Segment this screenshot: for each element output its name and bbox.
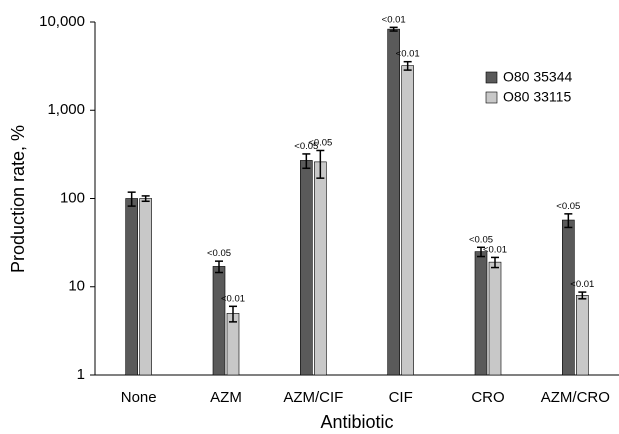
bar	[212, 266, 226, 376]
bar	[474, 251, 488, 376]
bar	[562, 219, 575, 376]
legend-swatch	[485, 91, 498, 104]
legend-label: O80 35344	[503, 69, 572, 85]
bar	[488, 261, 502, 376]
x-tick-label: CRO	[471, 389, 504, 406]
p-value-label: <0.01	[382, 14, 406, 25]
legend: O80 35344 O80 33115	[485, 69, 572, 105]
bar	[576, 295, 589, 376]
y-tick-label: 1,000	[47, 101, 85, 118]
p-value-label: <0.01	[570, 279, 594, 290]
p-value-label: <0.01	[396, 49, 420, 60]
p-value-label: <0.05	[294, 141, 318, 152]
x-tick-label: CIF	[389, 389, 413, 406]
x-tick-label: None	[121, 389, 157, 406]
legend-swatch	[485, 71, 498, 84]
p-value-label: <0.05	[207, 248, 231, 259]
bar	[125, 198, 138, 376]
p-value-label: <0.01	[221, 293, 245, 304]
bar	[300, 160, 313, 376]
legend-label: O80 33115	[503, 89, 571, 105]
y-tick-label: 100	[60, 189, 85, 206]
p-value-label: <0.05	[469, 234, 493, 245]
bar	[314, 161, 327, 376]
bar	[139, 198, 152, 376]
x-tick-label: AZM/CIF	[283, 389, 343, 406]
p-value-label: <0.01	[483, 244, 507, 255]
x-tick-label: AZM/CRO	[541, 389, 610, 406]
bar	[387, 28, 400, 376]
y-tick-label: 1	[77, 366, 85, 383]
p-value-label: <0.05	[308, 137, 332, 148]
y-tick-label: 10	[68, 278, 85, 295]
x-tick-label: AZM	[210, 389, 242, 406]
y-tick-label: 10,000	[39, 13, 85, 30]
p-value-label: <0.05	[556, 201, 580, 212]
plot-area: 1 10 100 1,000 10,000 None AZM AZM/CIF CIF CRO AZM…	[39, 13, 619, 406]
y-axis-title: Production rate, %	[8, 125, 28, 273]
x-axis-title: Antibiotic	[320, 412, 393, 432]
bar	[401, 65, 414, 376]
